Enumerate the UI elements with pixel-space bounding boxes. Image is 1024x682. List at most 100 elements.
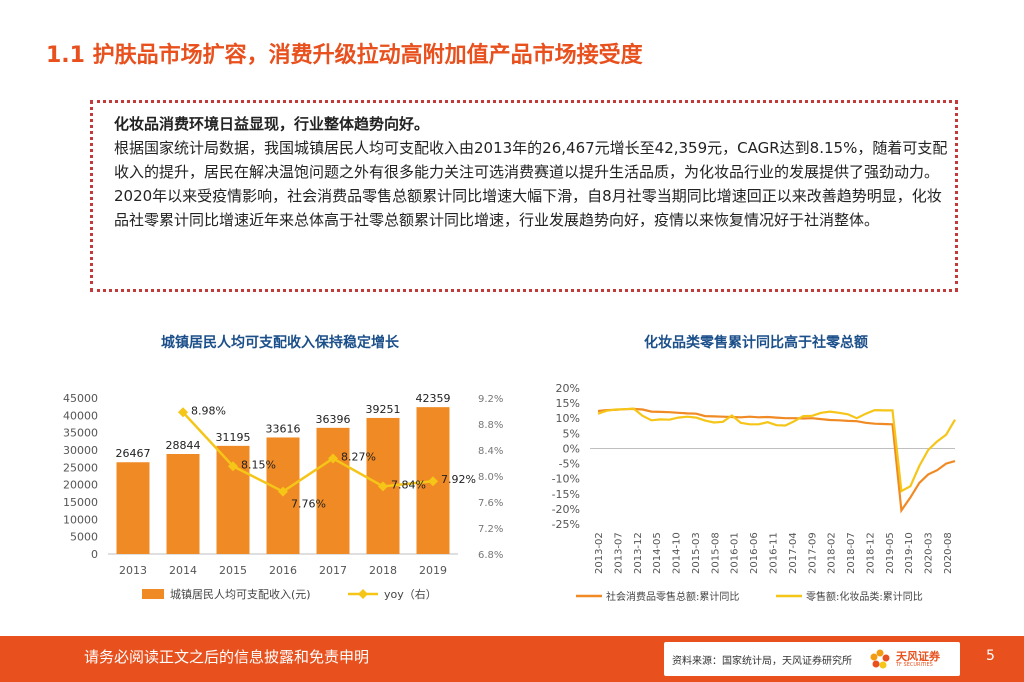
x-tick-label: 2017 bbox=[319, 564, 347, 577]
y-tick-label: -5% bbox=[559, 458, 580, 471]
retail-chart: 20% 15% 10% 5% 0% -5% -10% -15% -20% -25% 2013-02 2… bbox=[552, 382, 956, 603]
x-tick-label: 2015-08 bbox=[710, 532, 721, 574]
yoy-marker bbox=[228, 461, 238, 472]
legend-total-label: 社会消费品零售总额:累计同比 bbox=[606, 590, 739, 603]
y-tick-label: -20% bbox=[552, 503, 580, 516]
y-tick-label: -15% bbox=[552, 488, 580, 501]
legend-line-marker bbox=[358, 589, 368, 599]
y-tick-label: -25% bbox=[552, 518, 580, 531]
yoy-marker bbox=[428, 476, 438, 487]
bar-value-label: 42359 bbox=[416, 392, 451, 405]
y-tick-label: 20000 bbox=[63, 479, 98, 492]
x-tick-label: 2018 bbox=[369, 564, 397, 577]
legend-line-label: yoy（右） bbox=[384, 587, 437, 601]
x-tick-label: 2014-05 bbox=[652, 532, 663, 574]
summary-paragraph-income: 根据国家统计局数据，我国城镇居民人均可支配收入由2013年的26,467元增长至… bbox=[114, 139, 948, 181]
x-tick-label: 2016-11 bbox=[769, 532, 780, 574]
page-title: 1.1 护肤品市场扩容，消费升级拉动高附加值产品市场接受度 bbox=[46, 43, 643, 68]
summary-text: 化妆品消费环境日益显现，行业整体趋势向好。 根据国家统计局数据，我国城镇居民人均… bbox=[114, 112, 956, 232]
legend-cosmetics-label: 零售额:化妆品类:累计同比 bbox=[806, 590, 923, 603]
yoy-marker bbox=[378, 481, 388, 492]
x-tick-label: 2016-01 bbox=[730, 532, 741, 574]
page-number: 5 bbox=[986, 648, 995, 664]
y-tick-label: 15000 bbox=[63, 496, 98, 509]
yoy-marker bbox=[278, 486, 288, 497]
y2-tick-label: 9.2% bbox=[478, 394, 503, 405]
y-tick-label: 45000 bbox=[63, 392, 98, 405]
logo-subtext: TF SECURITIES bbox=[896, 662, 933, 668]
y-tick-label: 25000 bbox=[63, 461, 98, 474]
bar-value-label: 36396 bbox=[316, 413, 351, 426]
disclaimer-text: 请务必阅读正文之后的信息披露和免责申明 bbox=[84, 648, 370, 666]
x-tick-label: 2013-02 bbox=[594, 532, 605, 574]
x-tick-label: 2019-10 bbox=[904, 532, 915, 574]
bar-value-label: 31195 bbox=[216, 431, 251, 444]
x-tick-label: 2013-12 bbox=[633, 532, 644, 574]
x-tick-label: 2017-09 bbox=[807, 532, 818, 574]
yoy-marker bbox=[328, 453, 338, 464]
source-text: 资料来源：国家统计局，天风证券研究所 bbox=[672, 656, 852, 667]
income-chart-title: 城镇居民人均可支配收入保持稳定增长 bbox=[161, 335, 399, 351]
y2-tick-label: 6.8% bbox=[478, 550, 503, 561]
x-tick-label: 2016 bbox=[269, 564, 297, 577]
y2-tick-label: 7.2% bbox=[478, 524, 503, 535]
y2-tick-label: 8.4% bbox=[478, 446, 503, 457]
x-tick-label: 2013 bbox=[119, 564, 147, 577]
retail-chart-title: 化妆品类零售累计同比高于社零总额 bbox=[644, 335, 868, 351]
x-tick-label: 2016-06 bbox=[749, 532, 760, 574]
retail-total-line bbox=[597, 407, 956, 514]
bar-value-label: 28844 bbox=[166, 439, 201, 452]
y-tick-label: -10% bbox=[552, 473, 580, 486]
x-tick-label: 2018-02 bbox=[827, 532, 838, 574]
bar-value-label: 26467 bbox=[116, 447, 151, 460]
summary-lead: 化妆品消费环境日益显现，行业整体趋势向好。 bbox=[114, 115, 430, 133]
x-tick-label: 2013-07 bbox=[613, 532, 624, 574]
yoy-label: 8.27% bbox=[341, 450, 376, 463]
y2-tick-label: 8.0% bbox=[478, 472, 503, 483]
x-tick-label: 2014-10 bbox=[672, 532, 683, 574]
logo-text: 天风证券 bbox=[896, 650, 940, 663]
summary-paragraph-retail: 2020年以来受疫情影响，社会消费品零售总额累计同比增速大幅下滑，自8月社零当期… bbox=[114, 187, 942, 229]
y-tick-label: 10000 bbox=[63, 513, 98, 526]
x-tick-label: 2018-12 bbox=[865, 532, 876, 574]
y-tick-label: 15% bbox=[556, 397, 580, 410]
x-tick-label: 2020-03 bbox=[924, 532, 935, 574]
x-tick-label: 2014 bbox=[169, 564, 197, 577]
yoy-label: 7.84% bbox=[391, 478, 426, 491]
cosmetics-line bbox=[597, 407, 956, 493]
y-tick-label: 40000 bbox=[63, 409, 98, 422]
y-tick-label: 0% bbox=[563, 442, 580, 455]
legend-bar-swatch bbox=[142, 589, 164, 599]
x-tick-label: 2015-03 bbox=[691, 532, 702, 574]
y-tick-label: 0 bbox=[91, 548, 98, 561]
y-tick-label: 5000 bbox=[70, 531, 98, 544]
yoy-label: 8.15% bbox=[241, 458, 276, 471]
tf-flower-logo-icon bbox=[870, 649, 890, 669]
income-chart: 0 5000 10000 15000 20000 25000 30000 35000 40000… bbox=[63, 392, 503, 601]
bar bbox=[166, 454, 200, 554]
y-tick-label: 35000 bbox=[63, 427, 98, 440]
legend-bar-label: 城镇居民人均可支配收入(元) bbox=[170, 587, 311, 601]
y-tick-label: 30000 bbox=[63, 444, 98, 457]
yoy-marker bbox=[178, 407, 188, 418]
y-tick-label: 5% bbox=[563, 427, 580, 440]
bar-value-label: 39251 bbox=[366, 403, 401, 416]
footer-bar: 请务必阅读正文之后的信息披露和免责申明 资料来源：国家统计局，天风证券研究所 天… bbox=[0, 636, 1024, 682]
y-tick-label: 20% bbox=[556, 382, 580, 395]
bar-value-label: 33616 bbox=[266, 422, 301, 435]
x-tick-label: 2020-08 bbox=[943, 532, 954, 574]
x-tick-label: 2019 bbox=[419, 564, 447, 577]
x-tick-label: 2015 bbox=[219, 564, 247, 577]
y-tick-label: 10% bbox=[556, 412, 580, 425]
yoy-label: 7.92% bbox=[441, 473, 476, 486]
x-tick-label: 2019-05 bbox=[885, 532, 896, 574]
bar bbox=[116, 462, 150, 554]
y2-tick-label: 7.6% bbox=[478, 498, 503, 509]
yoy-label: 7.76% bbox=[291, 498, 326, 511]
x-tick-label: 2018-07 bbox=[846, 532, 857, 574]
yoy-line bbox=[182, 411, 434, 494]
highlight-box bbox=[90, 100, 958, 292]
footer-source-panel bbox=[664, 642, 960, 676]
bar bbox=[316, 427, 350, 554]
y2-tick-label: 8.8% bbox=[478, 420, 503, 431]
